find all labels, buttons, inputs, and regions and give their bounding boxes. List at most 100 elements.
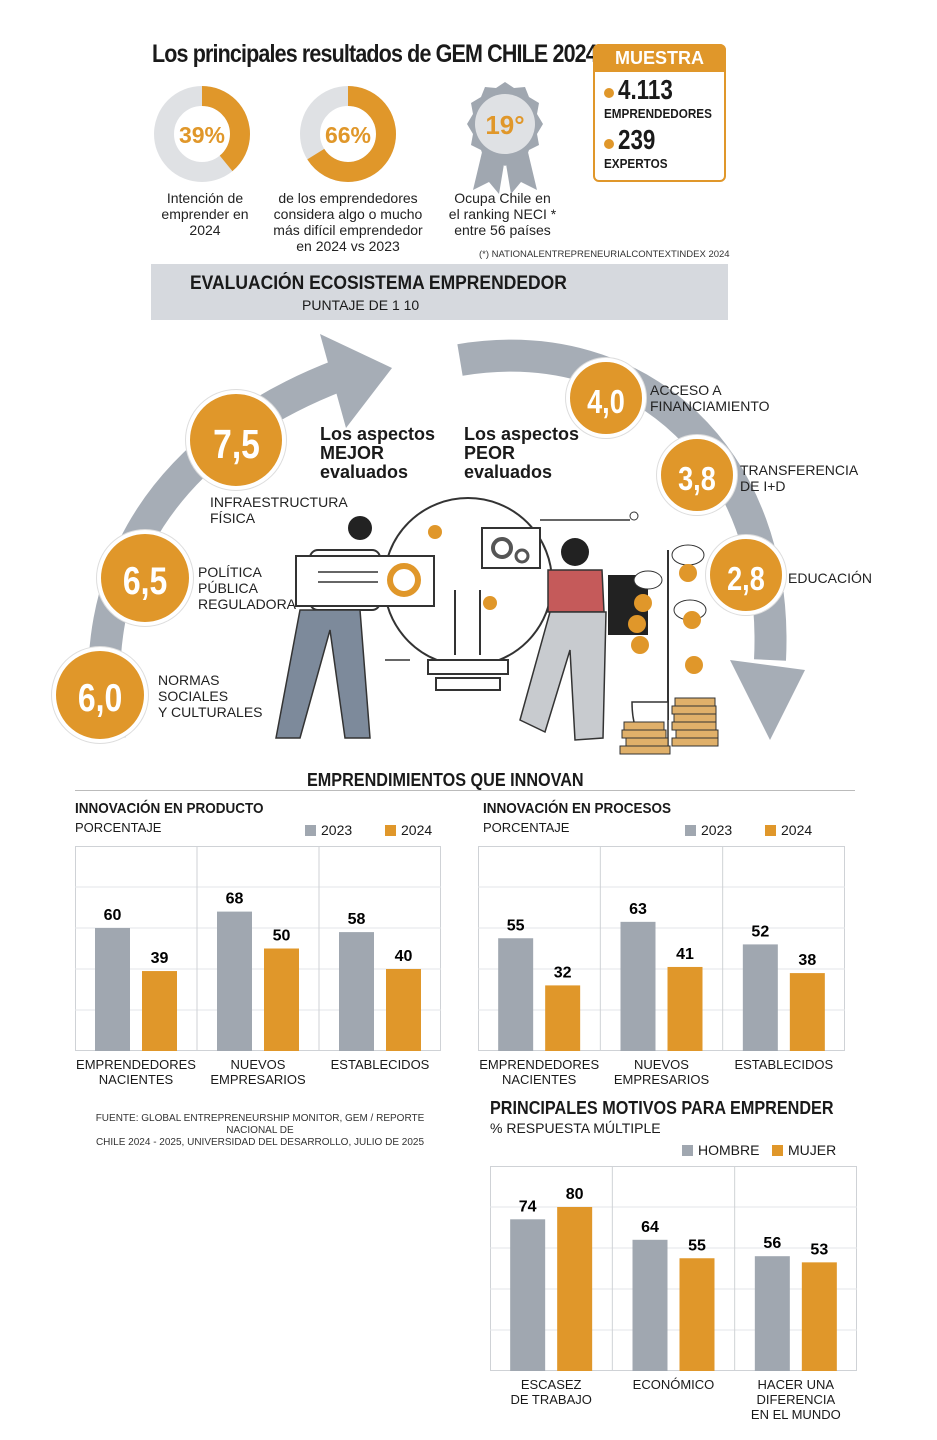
text-line: REGULADORA — [198, 596, 297, 612]
data-label: 39 — [151, 950, 169, 967]
legend-item: MUJER — [772, 1142, 836, 1158]
page-title: Los principales resultados de GEM CHILE … — [152, 40, 598, 68]
evaluacion-subtitle: PUNTAJE DE 1 10 — [302, 297, 420, 313]
data-label: 63 — [629, 901, 647, 918]
score-label: INFRAESTRUCTURA FÍSICA — [210, 494, 348, 526]
legend-item: 2023 — [305, 822, 352, 838]
score-label: NORMAS SOCIALES Y CULTURALES — [158, 672, 263, 720]
ecosystem-illustration — [88, 334, 805, 755]
bar — [679, 1258, 715, 1371]
data-label: 40 — [395, 948, 413, 965]
bar — [142, 971, 177, 1051]
chart-title: INNOVACIÓN EN PROCESOS — [483, 800, 672, 817]
text-line: EN EL MUNDO — [750, 1407, 841, 1422]
text-line: DE TRABAJO — [510, 1392, 592, 1407]
text-line: NUEVOS — [634, 1057, 689, 1072]
score-value: 6,5 — [122, 560, 168, 603]
text-line: NACIENTES — [98, 1072, 174, 1087]
bar — [667, 966, 703, 1051]
bar-chart-plot: 74 80 64 55 56 53 — [490, 1166, 857, 1371]
score-value: 2,8 — [727, 560, 765, 597]
source-note: FUENTE: GLOBAL ENTREPRENEURSHIP MONITOR,… — [70, 1113, 450, 1149]
bar — [789, 973, 825, 1051]
bar — [742, 944, 778, 1051]
text-line: Y CULTURALES — [158, 704, 263, 720]
data-label: 50 — [273, 928, 291, 945]
text-line: Los aspectos — [320, 424, 436, 444]
divider — [75, 790, 855, 791]
legend-swatch — [385, 824, 396, 836]
bar — [510, 1219, 546, 1371]
muestra-title: MUESTRA — [593, 44, 726, 72]
text-line: EMPRESARIOS — [613, 1072, 710, 1087]
evaluacion-title: EVALUACIÓN ECOSISTEMA EMPRENDEDOR — [190, 273, 567, 294]
score-circle: 6,0 — [52, 647, 148, 743]
score-circle: 7,5 — [186, 390, 286, 490]
legend-swatch — [682, 1144, 693, 1156]
text-line: SOCIALES — [158, 688, 229, 704]
text-line: evaluados — [464, 462, 553, 482]
chart-title: PRINCIPALES MOTIVOS PARA EMPRENDER — [490, 1098, 834, 1118]
legend-label: MUJER — [788, 1142, 837, 1158]
category-label: NUEVOS EMPRESARIOS — [197, 1057, 319, 1087]
category-label: EMPRENDEDORES NACIENTES — [75, 1057, 197, 1087]
category-label: ESCASEZ DE TRABAJO — [490, 1377, 612, 1407]
text-line: PÚBLICA — [198, 580, 258, 596]
bar — [95, 928, 130, 1051]
evaluacion-banner — [151, 264, 728, 320]
text-line: NORMAS — [158, 672, 220, 688]
plot-frame — [478, 846, 845, 1051]
legend-swatch — [685, 824, 696, 836]
text-line: POLÍTICA — [198, 564, 262, 580]
legend-label: 2024 — [401, 822, 433, 838]
legend-label: 2023 — [321, 822, 353, 838]
data-label: 55 — [507, 917, 525, 934]
legend-item: 2024 — [765, 822, 812, 838]
score-circle: 6,5 — [97, 530, 193, 626]
legend-swatch — [305, 824, 316, 836]
bar — [620, 921, 656, 1051]
category-label: ESTABLECIDOS — [319, 1057, 441, 1072]
score-circle: 3,8 — [657, 435, 737, 515]
plot-frame — [75, 846, 441, 1051]
text-line: HACER UNA — [757, 1377, 835, 1392]
category-label: EMPRENDEDORES NACIENTES — [478, 1057, 600, 1087]
category-label: HACER UNA DIFERENCIA EN EL MUNDO — [735, 1377, 857, 1422]
legend-label: 2024 — [781, 822, 813, 838]
text-line: ESTABLECIDOS — [734, 1057, 834, 1072]
data-label: 41 — [676, 946, 694, 963]
bar — [754, 1256, 790, 1371]
data-label: 32 — [554, 964, 572, 981]
legend-item: 2023 — [685, 822, 732, 838]
bullet-dot — [604, 88, 614, 98]
bar — [545, 985, 581, 1051]
text-line: ACCESO A — [650, 382, 722, 398]
text-line: TRANSFERENCIA — [740, 462, 859, 478]
data-label: 58 — [348, 911, 366, 928]
category-label: NUEVOS EMPRESARIOS — [600, 1057, 722, 1087]
text-line: en 2024 vs 2023 — [296, 238, 400, 254]
data-label: 55 — [688, 1237, 706, 1254]
legend-label: HOMBRE — [698, 1142, 760, 1158]
chart-subtitle: % RESPUESTA MÚLTIPLE — [490, 1120, 661, 1136]
innovan-title: EMPRENDIMIENTOS QUE INNOVAN — [307, 770, 584, 790]
text-line: FUENTE: GLOBAL ENTREPRENEURSHIP MONITOR,… — [95, 1113, 425, 1136]
kpi-value: 19° — [485, 110, 524, 140]
data-label: 56 — [763, 1235, 781, 1252]
text-line: considera algo o mucho — [273, 206, 423, 222]
muestra-label: EMPRENDEDORES — [604, 106, 712, 121]
kpi-value: 39% — [179, 122, 225, 148]
bar — [557, 1207, 593, 1371]
data-label: 52 — [751, 923, 769, 940]
category-label: ECONÓMICO — [612, 1377, 734, 1392]
arrow-down-icon — [730, 660, 805, 740]
text-line: entre 56 países — [454, 222, 551, 238]
text-line: evaluados — [320, 462, 409, 482]
legend-swatch — [772, 1144, 783, 1156]
bar — [217, 911, 252, 1051]
data-label: 74 — [519, 1198, 537, 1215]
chart-title: INNOVACIÓN EN PRODUCTO — [75, 800, 264, 817]
bar — [264, 948, 299, 1051]
bar — [801, 1262, 837, 1371]
category-label: ESTABLECIDOS — [723, 1057, 845, 1072]
